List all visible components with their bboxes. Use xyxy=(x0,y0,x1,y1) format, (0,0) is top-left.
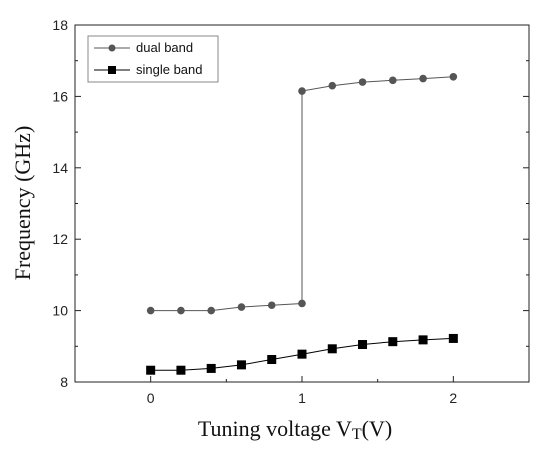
data-point-dual-band xyxy=(267,301,276,310)
data-point-single-band xyxy=(236,360,246,370)
x-axis-title: Tuning voltage VT(V) xyxy=(198,416,392,443)
data-point-single-band xyxy=(146,365,156,375)
y-axis-title: Frequency (GHz) xyxy=(10,126,35,281)
legend-marker-dual-band xyxy=(108,44,116,52)
data-point-dual-band xyxy=(207,306,215,315)
data-point-dual-band xyxy=(419,74,427,83)
data-point-single-band xyxy=(206,363,216,373)
data-point-dual-band xyxy=(177,306,185,315)
data-point-single-band xyxy=(388,337,398,347)
data-point-single-band xyxy=(267,355,277,365)
legend: dual band single band xyxy=(87,35,219,83)
x-tick-label: 2 xyxy=(449,390,457,406)
data-point-dual-band xyxy=(298,299,306,308)
legend-label-dual-band: dual band xyxy=(136,40,193,55)
series-line-0 xyxy=(150,76,454,312)
x-tick-label: 0 xyxy=(147,390,155,406)
y-tick-label: 14 xyxy=(52,160,68,176)
data-point-single-band xyxy=(297,349,307,359)
data-point-dual-band xyxy=(449,72,458,81)
x-tick-label: 1 xyxy=(298,390,306,406)
y-tick-label: 16 xyxy=(52,88,68,104)
data-point-dual-band xyxy=(298,87,306,95)
data-point-dual-band xyxy=(389,76,397,85)
y-tick-label: 8 xyxy=(60,374,68,390)
y-tick-label: 12 xyxy=(52,231,68,247)
data-point-single-band xyxy=(176,365,186,375)
data-point-single-band xyxy=(327,344,337,354)
x-axis-title-suffix: (V) xyxy=(362,416,393,441)
legend-label-single-band: single band xyxy=(136,62,203,77)
data-point-dual-band xyxy=(237,303,246,311)
x-axis-title-subscript: T xyxy=(352,426,362,443)
data-point-single-band xyxy=(418,335,428,345)
y-tick-label: 10 xyxy=(52,303,68,319)
x-axis-title-main: Tuning voltage V xyxy=(198,416,352,441)
data-point-dual-band xyxy=(358,78,367,86)
legend-box xyxy=(87,35,219,83)
legend-marker-single-band xyxy=(108,66,116,74)
data-point-dual-band xyxy=(328,81,337,90)
y-tick-label: 18 xyxy=(52,17,68,33)
data-point-single-band xyxy=(358,340,368,350)
data-point-single-band xyxy=(448,333,458,343)
series-layer xyxy=(146,72,458,375)
data-point-dual-band xyxy=(146,306,155,315)
